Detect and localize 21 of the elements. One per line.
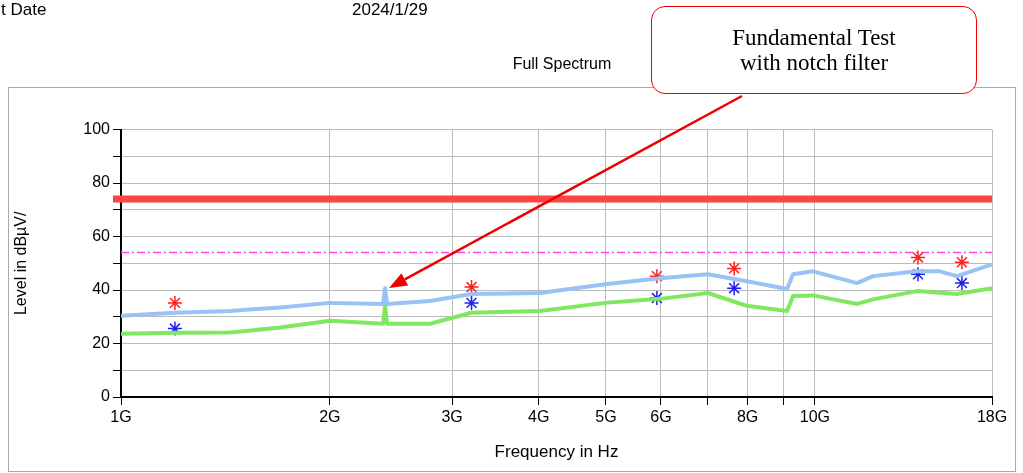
y-tick-label: 20 (92, 333, 111, 351)
x-tick-label: 4G (528, 408, 550, 426)
x-axis-title: Frequency in Hz (494, 442, 619, 462)
y-tick-label: 60 (92, 226, 111, 244)
x-tick-label: 6G (650, 408, 672, 426)
y-tick-label: 80 (92, 173, 111, 191)
y-tick-label: 100 (83, 120, 111, 138)
x-tick-label: 8G (736, 408, 759, 426)
x-tick-label: 2G (319, 408, 341, 426)
callout-box: Fundamental Test with notch filter (651, 6, 977, 94)
y-tick-label: 40 (92, 280, 111, 298)
x-tick-label: 10G (799, 408, 830, 426)
text: 2024/1/29 (352, 0, 428, 20)
y-axis-title: Level in dBµV/ (12, 211, 30, 316)
x-tick-label: 18G (976, 408, 1008, 426)
x-tick-label: 3G (441, 408, 463, 426)
chart-title: Full Spectrum (512, 55, 612, 72)
x-tick-label: 1G (110, 408, 132, 426)
x-tick-label: 5G (595, 408, 617, 426)
y-tick-label: 0 (101, 387, 111, 405)
text: t Date (1, 0, 47, 20)
